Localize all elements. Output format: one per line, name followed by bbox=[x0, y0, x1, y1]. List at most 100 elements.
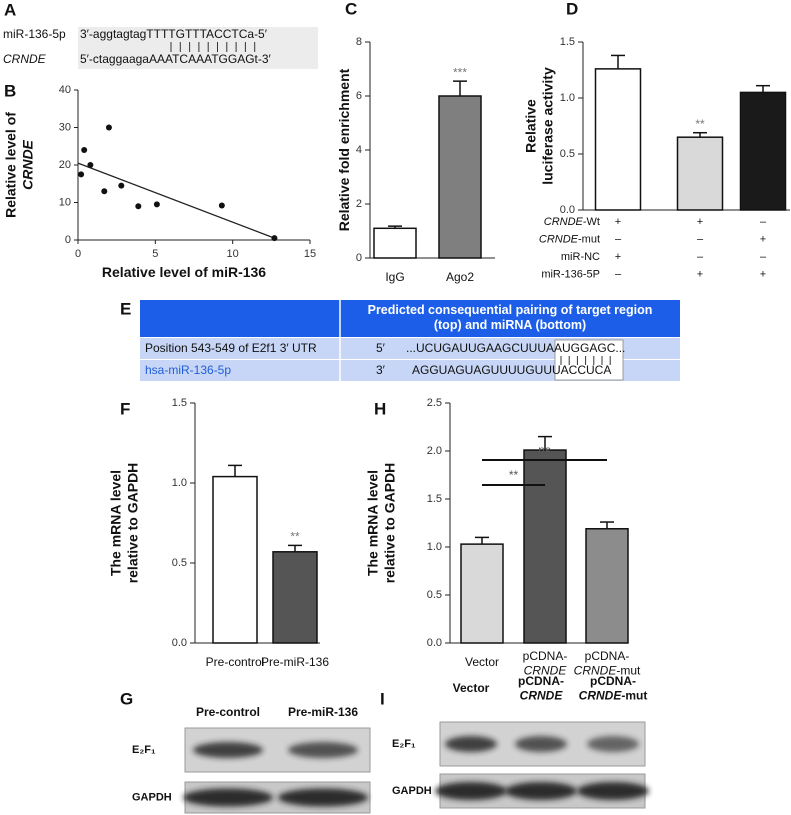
y-tick-label: 0.0 bbox=[427, 637, 442, 649]
table-row bbox=[140, 338, 680, 359]
table-cell: hsa-miR-136-5p bbox=[145, 363, 231, 377]
band bbox=[278, 788, 368, 807]
text-part: CRNDE bbox=[544, 216, 584, 228]
text-part: Relative level of miR-136 bbox=[102, 264, 266, 280]
significance: ** bbox=[695, 117, 705, 131]
y-tick-label: 1.5 bbox=[427, 493, 442, 505]
panel-letter: C bbox=[345, 0, 357, 18]
lane-label: pCDNA-CRNDE-mut bbox=[579, 674, 648, 702]
text-part: Predicted consequential pairing of targe… bbox=[368, 303, 653, 317]
y-tick-label: 6 bbox=[356, 90, 362, 102]
y-tick-label: 20 bbox=[59, 159, 71, 171]
y-tick-label: 0.5 bbox=[560, 148, 575, 160]
text-part: Relative fold enrichment bbox=[336, 68, 352, 231]
y-axis-label: Relative fold enrichment bbox=[336, 68, 352, 231]
x-tick-label: Pre-control bbox=[206, 655, 265, 669]
text-part: Vector bbox=[465, 655, 499, 669]
text-part: CRNDE bbox=[524, 664, 568, 678]
bar bbox=[594, 68, 642, 211]
point bbox=[118, 182, 125, 189]
panel-letter: F bbox=[120, 399, 130, 418]
condition-mark: + bbox=[760, 233, 766, 245]
band bbox=[577, 782, 649, 800]
text-part: miR-136-5P bbox=[541, 268, 600, 280]
y-tick-label: 30 bbox=[59, 121, 71, 133]
text-part: Relative level of bbox=[2, 112, 18, 218]
condition-mark: + bbox=[615, 251, 621, 263]
y-tick-label: 1.0 bbox=[560, 92, 575, 104]
y-tick-label: 2.0 bbox=[427, 445, 442, 457]
lane-label: Vector bbox=[453, 681, 490, 695]
text-part: pCDNA- bbox=[523, 649, 568, 663]
condition-mark: – bbox=[760, 251, 767, 263]
panel-letter: G bbox=[120, 689, 133, 708]
text-part: IgG bbox=[385, 270, 404, 284]
x-tick-label: 15 bbox=[304, 248, 316, 260]
bar bbox=[212, 475, 258, 644]
lane-label: pCDNA-CRNDE bbox=[518, 674, 564, 702]
panel-letter: I bbox=[380, 689, 385, 708]
table-row bbox=[140, 360, 680, 381]
x-tick-label: Vector bbox=[465, 655, 499, 669]
x-tick-label: IgG bbox=[385, 270, 404, 284]
y-tick-label: 0.0 bbox=[560, 204, 575, 216]
condition-label: CRNDE-mut bbox=[539, 233, 600, 245]
point bbox=[78, 171, 85, 178]
point bbox=[271, 235, 278, 242]
text-part: (top) and miRNA (bottom) bbox=[434, 318, 586, 332]
significance: ** bbox=[290, 530, 300, 544]
band bbox=[183, 788, 273, 807]
y-axis-label: Relativeluciferase activity bbox=[522, 67, 555, 185]
x-tick-label: 5 bbox=[152, 248, 158, 260]
y-axis-label: Relative level ofCRNDE bbox=[2, 112, 35, 218]
y-tick-label: 4 bbox=[356, 144, 362, 156]
lane-label: Pre-miR-136 bbox=[288, 705, 358, 719]
text-part: Pre-miR-136 bbox=[288, 705, 358, 719]
text-part: CRNDE bbox=[19, 139, 35, 189]
text-part: The mRNA level bbox=[364, 470, 380, 576]
text-part: CRNDE bbox=[579, 689, 623, 703]
band bbox=[445, 736, 497, 752]
panel-letter: A bbox=[4, 0, 16, 19]
bar bbox=[272, 551, 318, 644]
x-tick-label: 0 bbox=[75, 248, 81, 260]
table-cell: AGGUAGUAGUUUUGUUUACCUCA bbox=[412, 363, 611, 377]
panel-letter: E bbox=[120, 299, 131, 318]
text-part: Pre-control bbox=[206, 655, 265, 669]
sequence: 3′-aggtagtagTTTTGTTTACCTCa-5′ bbox=[80, 27, 268, 41]
y-tick-label: 8 bbox=[356, 36, 362, 48]
bar bbox=[739, 91, 787, 211]
table-header bbox=[140, 300, 680, 337]
point bbox=[218, 202, 225, 209]
table-title: Predicted consequential pairing of targe… bbox=[368, 303, 653, 332]
condition-mark: – bbox=[615, 268, 622, 280]
panel-letter: B bbox=[4, 81, 16, 100]
x-axis-label: Relative level of miR-136 bbox=[102, 264, 266, 280]
text-part: miR-136-5p bbox=[3, 27, 66, 41]
y-tick-label: 2 bbox=[356, 198, 362, 210]
x-tick-label: 10 bbox=[227, 248, 239, 260]
text-part: relative to GAPDH bbox=[124, 463, 140, 584]
point bbox=[101, 188, 108, 195]
y-tick-label: 1.5 bbox=[172, 397, 187, 409]
band bbox=[515, 736, 567, 752]
sequence: 5′-ctaggaagaAAATCAAATGGAGt-3′ bbox=[80, 52, 272, 66]
y-tick-label: 1.5 bbox=[560, 36, 575, 48]
point bbox=[153, 201, 160, 208]
trendline bbox=[77, 162, 275, 239]
bracket-label: ** bbox=[509, 468, 519, 482]
bar bbox=[523, 449, 567, 644]
bar bbox=[585, 528, 629, 644]
condition-mark: – bbox=[615, 233, 622, 245]
row-label: GAPDH bbox=[392, 785, 432, 797]
text-part: -mut bbox=[578, 233, 600, 245]
condition-mark: + bbox=[760, 268, 766, 280]
text-part: CRNDE bbox=[539, 233, 579, 245]
row-label: GAPDH bbox=[132, 791, 172, 803]
row-label: CRNDE bbox=[3, 52, 47, 66]
x-tick-label: Ago2 bbox=[446, 270, 474, 284]
condition-mark: + bbox=[697, 216, 703, 228]
text-part: pCDNA- bbox=[585, 649, 630, 663]
y-tick-label: 0 bbox=[356, 252, 362, 264]
